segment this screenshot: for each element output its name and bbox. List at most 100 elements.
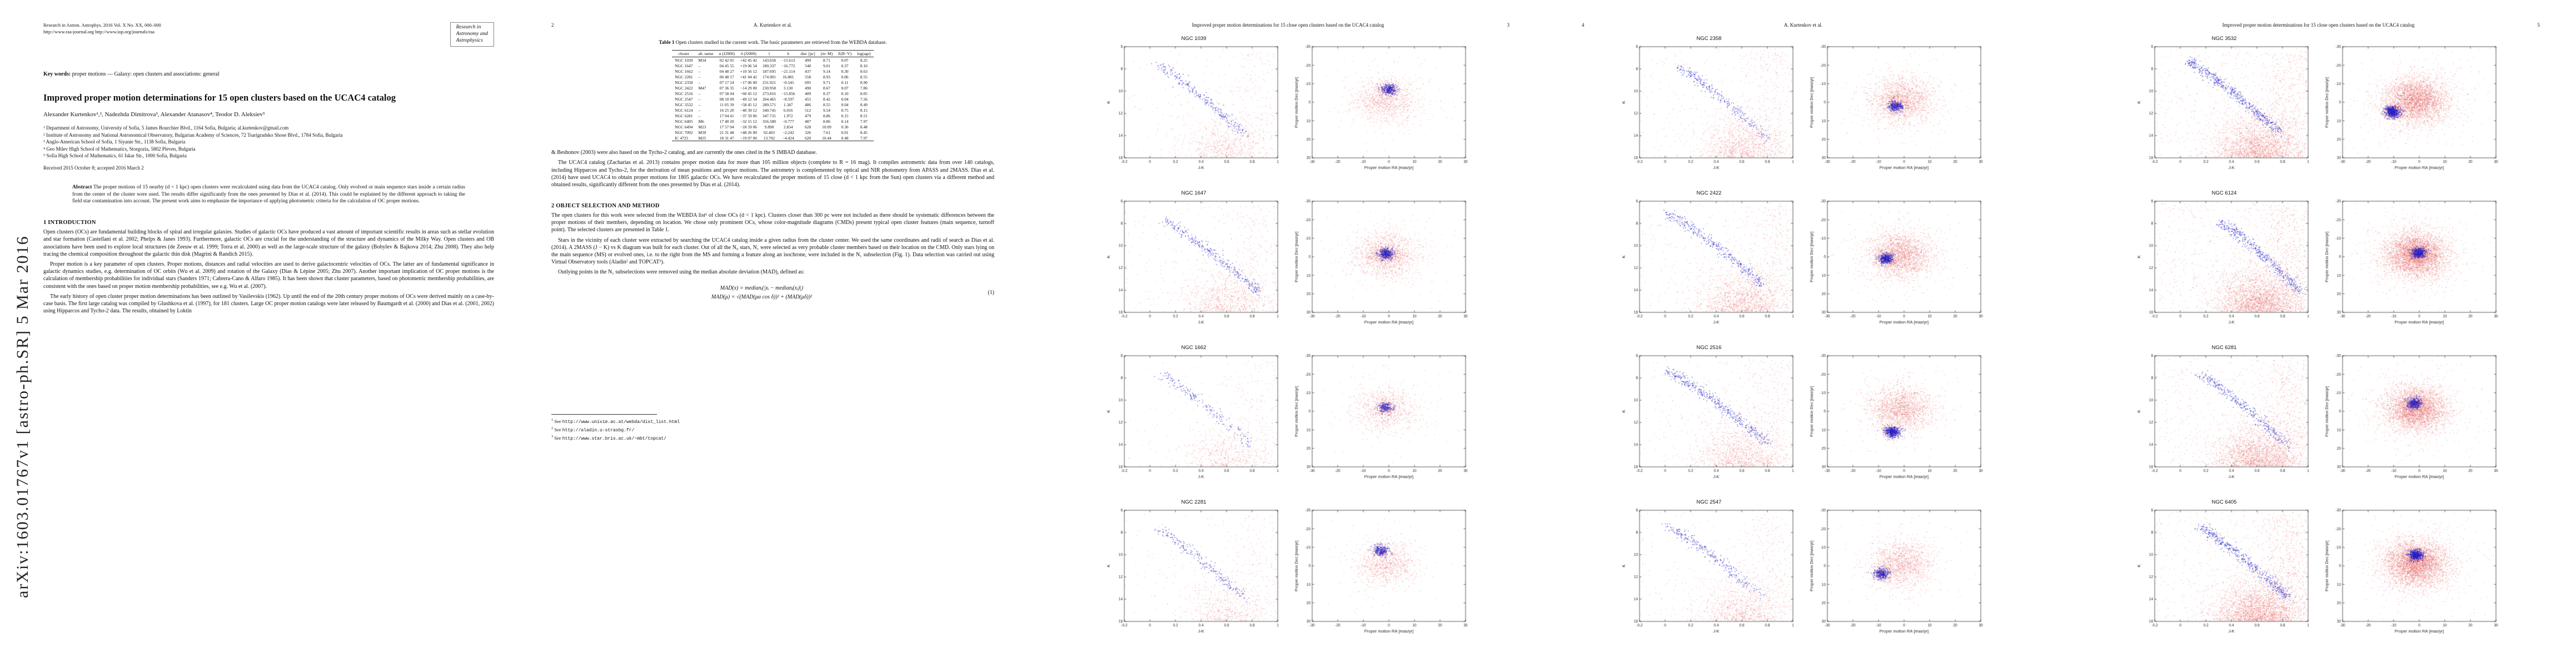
- table-cell: 9.01: [823, 63, 830, 68]
- table-cell: 8.86: [823, 113, 830, 118]
- page2-running-author: A. Kurtenkov et al.: [753, 22, 793, 28]
- table-cell: 21 31 48: [719, 130, 734, 135]
- figure-pair-ngc-3532: [2135, 42, 2576, 176]
- table-row: NGC 1647– 04 45 55 +19 06 54 180.337 −16.772…: [672, 63, 873, 68]
- page-2: 2 A. Kurtenkov et al. Table 1 Open clust…: [515, 0, 1030, 667]
- table-cell: 0.14: [841, 118, 849, 124]
- table-cell: −4.424: [782, 135, 794, 141]
- table-cell: −37 59 06: [740, 113, 757, 118]
- column-header: cluster: [678, 51, 690, 57]
- table-cell: −19 07 00: [740, 135, 757, 141]
- column-header: (m−M): [820, 51, 833, 57]
- table-cell: 08 10 09: [719, 96, 734, 102]
- figure-title-line: NGC 6124: [2135, 190, 2314, 196]
- page4-running-author: A. Kurtenkov et al.: [1783, 22, 1823, 28]
- table-cell: −21.114: [781, 68, 795, 74]
- table-cell: 8.05: [860, 91, 868, 96]
- footnote-marker: 3: [551, 434, 554, 439]
- pm-plot-ngc-2516: [1807, 351, 1986, 485]
- column-header: b: [787, 51, 790, 57]
- page-3: Improved proper motion determinations fo…: [1030, 0, 1546, 667]
- figure-title-ngc-2547: NGC 2547: [1696, 499, 1722, 505]
- equation-number: (1): [988, 290, 994, 296]
- table-cell: 13.702: [763, 135, 775, 141]
- table-cell: 0.04: [841, 96, 849, 102]
- figure-pair-ngc-6281: [2135, 351, 2576, 485]
- table-row: NGC 7092 M39 21 31 48 +48 26 00 92.403 −2.242…: [672, 130, 873, 135]
- figure-row-ngc-3532: NGC 3532: [2061, 36, 2576, 176]
- table-cell: 07 17 24: [719, 79, 734, 85]
- table-cell: 8.71: [823, 57, 830, 63]
- table-cell: 7.56: [860, 96, 868, 102]
- table-cell: IC 4725: [675, 135, 689, 141]
- keywords-line: Key words: proper motions — Galaxy: open…: [43, 71, 494, 77]
- figure-row-ngc-6405: NGC 6405: [2061, 499, 2576, 639]
- clusters-table-head: cluster alt. name α (J2000) δ (J2000) l b dist…: [672, 50, 874, 57]
- table-cell: 326: [805, 130, 811, 135]
- keywords-text: proper motions — Galaxy: open clusters a…: [71, 71, 220, 77]
- table-cell: 180.337: [762, 63, 776, 68]
- table-cell: 455: [805, 96, 811, 102]
- table-cell: NGC 1662: [675, 68, 693, 74]
- journal-logo-line3: Astrophysics: [456, 37, 483, 43]
- table-cell: 16.881: [783, 74, 794, 79]
- section-heading-introduction: 1 INTRODUCTION: [43, 220, 96, 226]
- table-cell: NGC 6281: [675, 113, 693, 118]
- cmd-plot-ngc-2422: [1620, 197, 1798, 330]
- footnote-lines: 1 See http://www.univie.ac.at/webda/dist…: [551, 417, 994, 442]
- page3-running-head: Improved proper motion determinations fo…: [1030, 0, 1546, 28]
- table-row: NGC 6281– 17 04 41 −37 59 06 347.731 1.972 47…: [672, 113, 873, 118]
- table-cell: –: [698, 68, 701, 74]
- abstract-text: The proper motions of 15 nearby (d < 1 k…: [72, 185, 465, 205]
- table-cell: −58 45 12: [740, 102, 757, 107]
- intro-paragraph: Open clusters (OCs) are fundamental buil…: [43, 229, 494, 257]
- figure-title-line: NGC 1647: [1104, 190, 1283, 196]
- table-cell: −0.545: [782, 79, 794, 85]
- table-cell: −60 45 12: [740, 91, 757, 96]
- table-cell: 3.130: [783, 85, 793, 91]
- footnote-rule: [551, 414, 657, 415]
- table-cell: 7.97: [860, 118, 868, 124]
- figure-title-line: NGC 1039: [1104, 36, 1283, 42]
- column-header: δ (J2000): [740, 51, 756, 57]
- table-cell: 695: [805, 79, 811, 85]
- table-cell: NGC 2281: [675, 74, 693, 79]
- cmd-plot-ngc-1039: [1104, 42, 1283, 176]
- figure-title-ngc-2281: NGC 2281: [1181, 499, 1207, 505]
- cmd-plot-ngc-2547: [1620, 506, 1798, 639]
- figure-pair-ngc-2516: [1620, 351, 2061, 485]
- figure-pair-ngc-1662: [1104, 351, 1546, 485]
- table-cell: 289.571: [762, 102, 776, 107]
- cmd-plot-ngc-1662: [1104, 351, 1283, 485]
- table-row: NGC 6405 M6 17 40 20 −32 15 12 356.580 −0.777…: [672, 118, 873, 124]
- table-cell: 8.16: [860, 63, 868, 68]
- footnote-url: http://www.univie.ac.at/webda/dist_list.…: [562, 419, 680, 425]
- table-cell: 8.15: [860, 107, 868, 113]
- figure-title-line: NGC 2422: [1620, 190, 1798, 196]
- table-cell: 0.11: [841, 79, 849, 85]
- page-1: arXiv:1603.01767v1 [astro-ph.SR] 5 Mar 2…: [0, 0, 515, 667]
- cmd-plot-ngc-2281: [1104, 506, 1283, 639]
- table-cell: 7.86: [860, 85, 868, 91]
- figure-row-ngc-2422: NGC 2422: [1546, 190, 2061, 330]
- table-cell: NGC 6124: [675, 107, 693, 113]
- cmd-plot-ngc-2516: [1620, 351, 1798, 485]
- table-row: NGC 1039 M34 02 42 05 +42 45 42 143.658 −15.6…: [672, 57, 873, 63]
- table-cell: 490: [805, 85, 811, 91]
- intro-paragraph: Proper motion is a key parameter of open…: [43, 261, 494, 290]
- figure-row-ngc-2281: NGC 2281: [1030, 499, 1546, 639]
- table-cell: 0.30: [841, 68, 849, 74]
- table-cell: M34: [698, 57, 706, 63]
- pm-plot-ngc-6124: [2323, 197, 2502, 330]
- figure-title-line: NGC 6281: [2135, 345, 2314, 351]
- method-paragraph: The open clusters for this work were sel…: [551, 212, 994, 233]
- figure-row-ngc-2516: NGC 2516: [1546, 345, 2061, 485]
- table-cell: −14 29 00: [740, 85, 757, 91]
- table-cell: 0.36: [841, 124, 849, 130]
- table-cell: 0.37: [841, 63, 849, 68]
- table-cell: 0.75: [841, 107, 849, 113]
- figure-title-ngc-6281: NGC 6281: [2211, 345, 2237, 351]
- figure-pair-ngc-1647: [1104, 197, 1546, 330]
- table-row: NGC 6124– 16 25 20 −40 39 12 340.741 6.016 51…: [672, 107, 873, 113]
- table-cell: NGC 6494: [675, 124, 693, 130]
